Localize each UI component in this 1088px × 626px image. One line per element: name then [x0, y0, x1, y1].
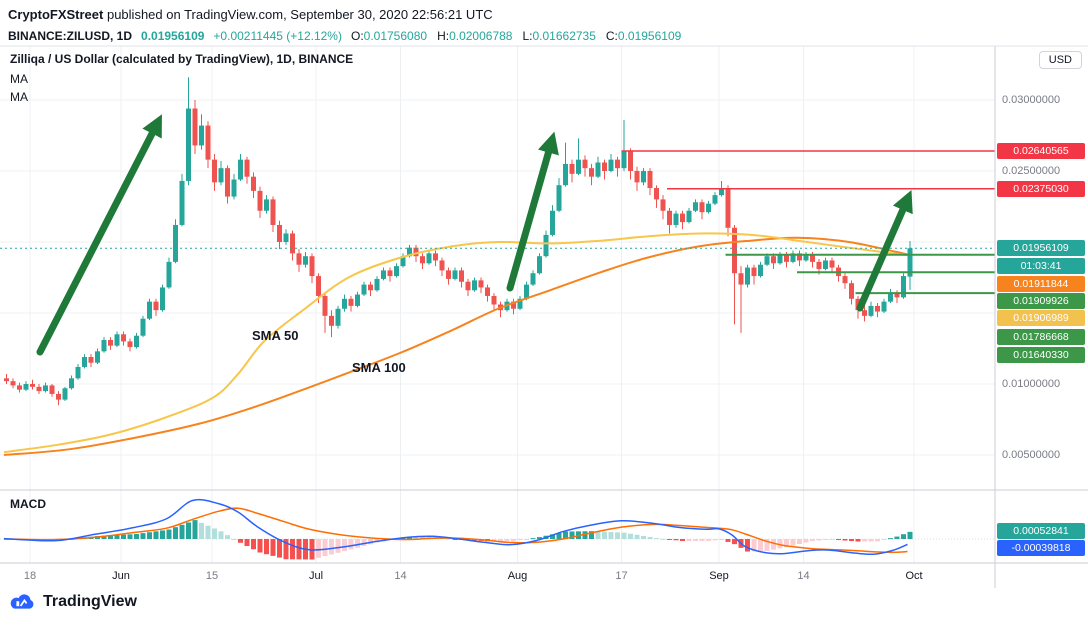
ohlc-values: O:0.01756080 H:0.02006788 L:0.01662735 C:0.… — [351, 29, 681, 43]
time-axis[interactable]: 18 Jun 15 Jul 14 Aug 17 Sep 14 Oct — [0, 563, 1088, 588]
support-lines — [725, 253, 995, 295]
time-axis-label: 17 — [615, 570, 628, 582]
sma100-annotation-label: SMA 100 — [352, 360, 406, 375]
gridlines — [0, 46, 995, 563]
price-badge: 0.02640565 — [997, 143, 1085, 159]
price-badge: 0.01956109 — [997, 240, 1085, 256]
ohlc-field: O:0.01756080 — [350, 29, 428, 43]
price-badge: 0.01640330 — [997, 347, 1085, 363]
time-axis-label: 15 — [205, 570, 219, 582]
time-axis-label: Jul — [308, 570, 324, 582]
price-badge: -0.00039818 — [997, 540, 1085, 556]
time-axis-label: Jun — [112, 570, 130, 582]
ohlc-field: C:0.01956109 — [605, 29, 682, 43]
ohlc-field: L:0.01662735 — [522, 29, 596, 43]
price-axis-label: 0.03000000 — [1002, 93, 1061, 106]
brand-name: TradingView — [43, 593, 137, 610]
time-axis-label: 14 — [394, 570, 407, 582]
price-axis-label: 0.01000000 — [1002, 377, 1061, 390]
price-badge: 0.01909926 — [997, 293, 1085, 309]
macd-line — [3, 498, 908, 556]
price-badge: 0.01911844 — [997, 276, 1085, 292]
candlestick-series — [4, 77, 913, 406]
time-axis-label: 18 — [23, 570, 37, 582]
publisher-name: CryptoFXStreet — [8, 7, 104, 22]
ma-indicator-legend-1[interactable]: MA — [10, 72, 28, 86]
publisher-text: published on TradingView.com, September … — [103, 7, 493, 22]
price-badge: 0.01786668 — [997, 329, 1085, 345]
last-price: 0.01956109 — [141, 29, 205, 43]
time-axis-label: 14 — [797, 570, 810, 582]
chart-legend: Zilliqa / US Dollar (calculated by Tradi… — [10, 52, 353, 108]
time-axis-label: Aug — [507, 570, 528, 582]
tradingview-footer-link[interactable]: TradingView — [8, 592, 137, 612]
symbol-info-bar: BINANCE:ZILUSD, 1D 0.01956109 +0.0021144… — [8, 29, 681, 43]
trend-arrows — [36, 114, 913, 356]
macd-pane-label[interactable]: MACD — [10, 497, 46, 511]
ohlc-field: H:0.02006788 — [437, 29, 513, 43]
ma-indicator-legend-2[interactable]: MA — [10, 90, 28, 104]
price-badge: 0.01906989 — [997, 310, 1085, 326]
sma100-line — [3, 236, 908, 456]
sma50-line — [3, 232, 908, 454]
price-axis-label: 0.00500000 — [1002, 448, 1061, 461]
price-change: +0.00211445 (+12.12%) — [213, 29, 342, 43]
currency-toggle-button[interactable]: USD — [1038, 51, 1082, 69]
price-badge: 0.02375030 — [997, 181, 1085, 197]
time-axis-label: Oct — [905, 570, 923, 582]
resistance-lines — [621, 150, 995, 190]
pane-dividers — [0, 45, 1088, 588]
symbol-name[interactable]: BINANCE:ZILUSD, 1D — [8, 29, 133, 43]
time-axis-label: Sep — [709, 570, 729, 582]
sma50-annotation-label: SMA 50 — [252, 328, 299, 343]
publisher-bar: CryptoFXStreet published on TradingView.… — [8, 7, 493, 22]
price-badge: 01:03:41 — [997, 258, 1085, 274]
chart-title[interactable]: Zilliqa / US Dollar (calculated by Tradi… — [10, 52, 354, 66]
price-axis[interactable]: USD 0.03000000 0.02500000 0.01000000 0.0050… — [995, 46, 1088, 588]
price-badge: 0.00052841 — [997, 523, 1085, 539]
price-axis-label: 0.02500000 — [1002, 164, 1061, 177]
tradingview-logo-icon — [10, 594, 34, 609]
